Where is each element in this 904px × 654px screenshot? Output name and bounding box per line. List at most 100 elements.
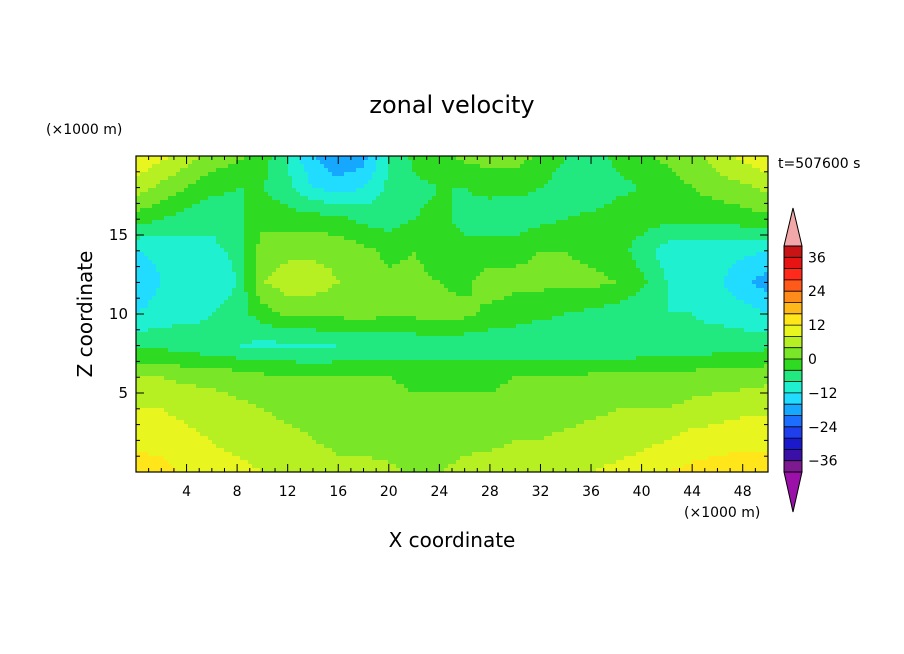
heatmap-cell xyxy=(308,180,313,185)
heatmap-cell xyxy=(552,276,557,281)
heatmap-cell xyxy=(152,204,157,209)
heatmap-cell xyxy=(332,280,337,285)
heatmap-cell xyxy=(600,204,605,209)
heatmap-cell xyxy=(496,236,501,241)
heatmap-cell xyxy=(356,244,361,249)
heatmap-cell xyxy=(400,260,405,265)
heatmap-cell xyxy=(260,228,265,233)
heatmap-cell xyxy=(168,196,173,201)
heatmap-cell xyxy=(364,248,369,253)
heatmap-cell xyxy=(156,200,161,205)
heatmap-cell xyxy=(280,216,285,221)
heatmap-cell xyxy=(496,248,501,253)
heatmap-cell xyxy=(764,276,768,281)
heatmap-cell xyxy=(144,192,149,197)
heatmap-cell xyxy=(712,200,717,205)
heatmap-cell xyxy=(256,196,261,201)
heatmap-cell xyxy=(368,212,373,217)
heatmap-cell xyxy=(276,244,281,249)
heatmap-cell xyxy=(440,244,445,249)
heatmap-cell xyxy=(316,240,321,245)
heatmap-cell xyxy=(696,268,701,273)
heatmap-cell xyxy=(436,180,441,185)
heatmap-cell xyxy=(392,264,397,269)
heatmap-cell xyxy=(268,248,273,253)
heatmap-cell xyxy=(728,244,733,249)
heatmap-cell xyxy=(212,224,217,229)
heatmap-cell xyxy=(292,168,297,173)
heatmap-cell xyxy=(468,272,473,277)
heatmap-cell xyxy=(148,192,153,197)
heatmap-cell xyxy=(352,184,357,189)
heatmap-cell xyxy=(316,276,321,281)
heatmap-cell xyxy=(640,208,645,213)
heatmap-cell xyxy=(272,236,277,241)
heatmap-cell xyxy=(348,240,353,245)
heatmap-cell xyxy=(264,252,269,257)
heatmap-cell xyxy=(540,216,545,221)
heatmap-cell xyxy=(140,200,145,205)
heatmap-cell xyxy=(484,232,489,237)
heatmap-cell xyxy=(496,212,501,217)
heatmap-cell xyxy=(512,164,517,169)
heatmap-cell xyxy=(700,236,705,241)
heatmap-cell xyxy=(728,216,733,221)
heatmap-cell xyxy=(456,192,461,197)
heatmap-cell xyxy=(552,192,557,197)
heatmap-cell xyxy=(712,176,717,181)
heatmap-cell xyxy=(376,240,381,245)
heatmap-cell xyxy=(532,168,537,173)
heatmap-cell xyxy=(476,196,481,201)
heatmap-cell xyxy=(652,172,657,177)
heatmap-cell xyxy=(616,192,621,197)
heatmap-cell xyxy=(320,156,325,161)
heatmap-cell xyxy=(408,184,413,189)
heatmap-cell xyxy=(176,200,181,205)
heatmap-cell xyxy=(176,160,181,165)
heatmap-cell xyxy=(264,236,269,241)
heatmap-cell xyxy=(212,220,217,225)
heatmap-cell xyxy=(244,272,249,277)
heatmap-cell xyxy=(628,156,633,161)
heatmap-cell xyxy=(284,184,289,189)
heatmap-cell xyxy=(152,232,157,237)
heatmap-cell xyxy=(360,264,365,269)
heatmap-cell xyxy=(152,268,157,273)
heatmap-cell xyxy=(660,240,665,245)
heatmap-cell xyxy=(172,216,177,221)
heatmap-cell xyxy=(336,196,341,201)
heatmap-cell xyxy=(224,280,229,285)
heatmap-cell xyxy=(160,264,165,269)
heatmap-cell xyxy=(248,200,253,205)
heatmap-cell xyxy=(340,260,345,265)
heatmap-cell xyxy=(252,228,257,233)
heatmap-cell xyxy=(728,248,733,253)
heatmap-cell xyxy=(228,160,233,165)
heatmap-cell xyxy=(292,180,297,185)
heatmap-cell xyxy=(400,188,405,193)
heatmap-cell xyxy=(464,280,469,285)
heatmap-cell xyxy=(156,176,161,181)
heatmap-cell xyxy=(300,244,305,249)
heatmap-cell xyxy=(580,240,585,245)
heatmap-cell xyxy=(496,228,501,233)
heatmap-cell xyxy=(600,208,605,213)
heatmap-cell xyxy=(484,260,489,265)
heatmap-cell xyxy=(356,232,361,237)
heatmap-cell xyxy=(408,252,413,257)
heatmap-cell xyxy=(352,236,357,241)
heatmap-cell xyxy=(276,240,281,245)
heatmap-cell xyxy=(220,168,225,173)
heatmap-cell xyxy=(640,220,645,225)
heatmap-cell xyxy=(268,160,273,165)
heatmap-cell xyxy=(416,224,421,229)
heatmap-cell xyxy=(604,164,609,169)
heatmap-cell xyxy=(684,192,689,197)
heatmap-cell xyxy=(396,176,401,181)
heatmap-cell xyxy=(764,232,768,237)
heatmap-cell xyxy=(408,256,413,261)
heatmap-cell xyxy=(328,260,333,265)
heatmap-cell xyxy=(164,224,169,229)
heatmap-cell xyxy=(192,160,197,165)
heatmap-cell xyxy=(608,188,613,193)
